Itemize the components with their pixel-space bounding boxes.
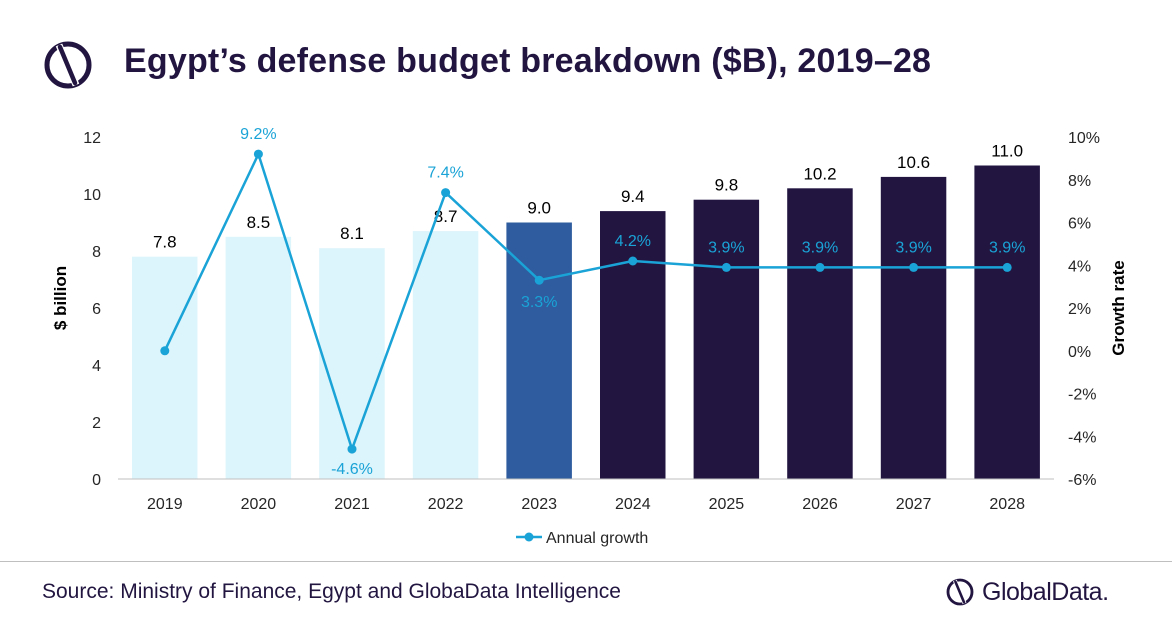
y-axis-ticks: 0 2 4 6 8 10 12 — [83, 130, 101, 489]
y-tick-label: 8 — [92, 244, 101, 261]
bar-2023 — [506, 222, 572, 479]
source-note: Source: Ministry of Finance, Egypt and G… — [42, 580, 621, 603]
chart-title: Egypt’s defense budget breakdown ($B), 2… — [124, 42, 932, 80]
y2-tick-label: -4% — [1068, 429, 1096, 446]
bar-value-label: 11.0 — [991, 142, 1023, 161]
legend-label: Annual growth — [546, 530, 648, 547]
growth-line-layer — [160, 149, 1012, 454]
growth-value-label: 9.2% — [240, 126, 276, 143]
bars-layer — [132, 165, 1040, 480]
bar-2028 — [974, 165, 1040, 479]
y2-tick-label: -2% — [1068, 387, 1096, 404]
growth-point-2025 — [721, 262, 731, 272]
bar-2020 — [225, 236, 292, 480]
globaldata-mark-icon — [946, 578, 974, 606]
brand-name: GlobalData. — [982, 578, 1109, 606]
y-tick-label: 12 — [83, 130, 101, 147]
bar-value-labels: 7.88.58.18.7 9.09.49.810.210.611.0 — [153, 142, 1023, 252]
x-tick-label: 2027 — [896, 496, 932, 513]
growth-point-2026 — [815, 262, 825, 272]
growth-value-label: 7.4% — [427, 165, 463, 182]
x-tick-label: 2024 — [615, 496, 651, 513]
bar-value-label: 8.5 — [247, 213, 271, 232]
growth-point-2022 — [441, 188, 451, 198]
y2-tick-label: 2% — [1068, 301, 1091, 318]
growth-value-label: -4.6% — [331, 461, 373, 478]
legend-dot-marker — [524, 532, 534, 542]
y-tick-label: 6 — [92, 301, 101, 318]
y2-tick-label: 8% — [1068, 173, 1091, 190]
y2-tick-label: 0% — [1068, 344, 1091, 361]
growth-value-label: 3.9% — [708, 239, 744, 256]
budget-chart: 7.88.58.18.7 9.09.49.810.210.611.0 9.2%-4… — [51, 126, 1128, 547]
y-axis-label: $ billion — [51, 266, 70, 330]
growth-point-2021 — [347, 444, 357, 454]
bar-2026 — [787, 188, 853, 480]
globaldata-logo-icon — [44, 41, 92, 89]
x-axis-ticks: 2019 2020 2021 2022 2023 2024 2025 2026 2027 2028 — [147, 496, 1025, 513]
x-tick-label: 2025 — [709, 496, 745, 513]
y-tick-label: 2 — [92, 415, 101, 432]
bar-2024 — [600, 211, 666, 479]
bar-value-label: 8.1 — [340, 224, 364, 243]
growth-value-label: 3.9% — [895, 239, 931, 256]
bar-value-label: 9.0 — [527, 199, 551, 218]
x-tick-label: 2019 — [147, 496, 183, 513]
growth-value-label: 3.3% — [521, 294, 557, 311]
y2-axis-ticks: -6% -4% -2% 0% 2% 4% 6% 8% 10% — [1068, 130, 1100, 489]
growth-point-2028 — [1002, 262, 1012, 272]
x-tick-label: 2023 — [521, 496, 557, 513]
bar-2027 — [880, 176, 947, 479]
bar-2021 — [319, 248, 385, 479]
growth-point-2023 — [534, 275, 544, 285]
x-tick-label: 2026 — [802, 496, 838, 513]
y2-axis-label: Growth rate — [1109, 260, 1128, 355]
bar-value-label: 10.2 — [803, 164, 836, 183]
y-tick-label: 4 — [92, 358, 101, 375]
growth-labels: 9.2% -4.6% 7.4% 3.3% 4.2% 3.9% 3.9% 3.9% 3.9% — [240, 126, 1025, 478]
bar-value-label: 7.8 — [153, 233, 177, 252]
growth-point-2020 — [253, 149, 263, 159]
x-tick-label: 2020 — [241, 496, 277, 513]
bar-value-label: 9.4 — [621, 187, 645, 206]
bar-value-label: 10.6 — [897, 153, 930, 172]
bar-2022 — [412, 231, 479, 479]
growth-point-2019 — [160, 346, 170, 356]
bar-2019 — [132, 256, 198, 479]
legend: Annual growth — [516, 530, 648, 547]
x-tick-label: 2021 — [334, 496, 370, 513]
y2-tick-label: 4% — [1068, 258, 1091, 275]
growth-point-2024 — [628, 256, 638, 266]
footer-divider — [0, 561, 1172, 562]
y-tick-label: 0 — [92, 472, 101, 489]
bar-2025 — [693, 199, 760, 479]
growth-value-label: 3.9% — [989, 239, 1025, 256]
y2-tick-label: 10% — [1068, 130, 1100, 147]
growth-line — [163, 152, 1008, 451]
y2-tick-label: 6% — [1068, 216, 1091, 233]
x-tick-label: 2028 — [989, 496, 1025, 513]
bar-value-label: 9.8 — [715, 176, 739, 195]
y-tick-label: 10 — [83, 187, 101, 204]
y2-tick-label: -6% — [1068, 472, 1096, 489]
x-tick-label: 2022 — [428, 496, 464, 513]
growth-value-label: 3.9% — [802, 239, 838, 256]
growth-value-label: 4.2% — [615, 233, 651, 250]
growth-point-2027 — [909, 262, 919, 272]
